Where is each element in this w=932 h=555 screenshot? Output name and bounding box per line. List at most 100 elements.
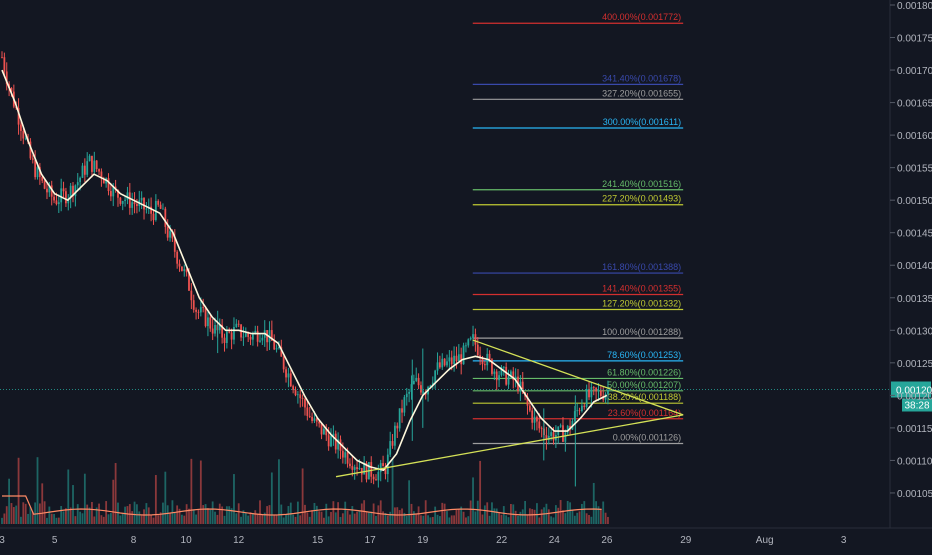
volume-bar (57, 517, 60, 524)
candle-body (306, 407, 309, 416)
volume-bar (197, 509, 200, 524)
candle-body (24, 138, 27, 140)
volume-bar (242, 510, 245, 524)
candle-body (185, 269, 188, 273)
volume-bar (138, 511, 141, 524)
candle-body (166, 226, 169, 238)
volume-bar (124, 506, 126, 524)
volume-bar (235, 513, 238, 524)
volume-bar (571, 509, 574, 524)
candle-body (559, 425, 562, 427)
volume-bar (334, 512, 337, 524)
candle-body (412, 380, 415, 385)
volume-bar (514, 510, 517, 524)
candle-body (493, 371, 496, 374)
candle-body (550, 432, 553, 436)
candle-body (117, 189, 119, 198)
candle-body (131, 202, 134, 208)
time-tick-label: 8 (131, 535, 137, 546)
time-axis[interactable]: 3 5 8 10 12 15 17 19 22 24 26 29 Aug 3 (0, 527, 932, 546)
volume-bar (434, 506, 437, 524)
candle-body (308, 415, 311, 417)
volume-bar (60, 505, 63, 524)
candle-body (472, 334, 474, 338)
volume-bar (306, 512, 309, 524)
candle-body (254, 330, 257, 334)
candle-body (195, 309, 197, 312)
volume-bar (254, 510, 257, 524)
volume-bar (285, 514, 287, 524)
volume-bar (533, 509, 536, 524)
last-price-line: 0.001209 38:28 (0, 381, 932, 412)
volume-bar (472, 477, 474, 524)
candle-body (261, 337, 264, 341)
candle-body (384, 466, 387, 475)
candle-body (121, 201, 124, 204)
candle-body (79, 177, 82, 183)
fib-level-label: 100.00%(0.001288) (602, 327, 681, 337)
time-tick-label: 17 (365, 535, 377, 546)
fibonacci-extension[interactable]: 400.00%(0.001772) 341.40%(0.001678) 327.20… (472, 12, 684, 445)
candle-body (474, 334, 477, 345)
candle-body (318, 421, 321, 424)
volume-bar (339, 516, 342, 524)
candle-body (88, 155, 91, 162)
volume-bar (590, 516, 593, 524)
volume-bar (41, 483, 44, 524)
volume-bar (185, 504, 188, 524)
candle-body (242, 336, 245, 338)
volume-bar (301, 468, 304, 524)
candle-body (332, 433, 335, 437)
candle-body (566, 425, 569, 433)
time-tick-label: 10 (181, 535, 193, 546)
candle-body (351, 466, 354, 470)
volume-bar (455, 509, 458, 524)
fib-level-label: 61.80%(0.001226) (607, 367, 681, 377)
candle-body (514, 376, 517, 381)
candle-body (136, 204, 138, 207)
volume-bar (62, 511, 65, 524)
triangle-pattern[interactable] (335, 339, 684, 478)
candle-body (202, 307, 205, 309)
candle-body (34, 159, 37, 178)
triangle-lower-line (335, 414, 684, 478)
time-tick-label: 15 (312, 535, 324, 546)
volume-bar (86, 504, 89, 524)
candle-body (408, 391, 411, 394)
candle-body (145, 208, 148, 210)
candle-body (53, 196, 55, 201)
volume-bar (465, 517, 467, 524)
volume-bar (372, 503, 375, 524)
candle-body (31, 158, 34, 160)
candle-body (536, 416, 538, 422)
candle-body (280, 347, 283, 357)
candle-body (86, 161, 89, 175)
volume-bar (74, 516, 77, 524)
fib-level-label: 38.20%(0.001188) (608, 392, 681, 402)
volume-bar (140, 515, 143, 524)
volume-bar (50, 513, 53, 524)
volume-bar (8, 478, 11, 524)
volume-bar (192, 509, 195, 524)
candle-body (443, 358, 446, 366)
candle-body (275, 348, 278, 350)
volume-bar (356, 511, 358, 524)
volume-bar (524, 500, 527, 524)
volume-bar (578, 511, 581, 524)
volume-bar (446, 511, 448, 524)
volume-bar (313, 502, 316, 524)
volume-bar (209, 509, 212, 524)
volume-bar (176, 505, 179, 524)
candle-body (349, 463, 351, 467)
volume-bar (166, 505, 169, 524)
volume-bar (564, 513, 567, 524)
volume-bar (358, 510, 361, 524)
candle-body (398, 408, 401, 429)
volume-bar (190, 458, 193, 524)
candle-body (204, 308, 207, 327)
